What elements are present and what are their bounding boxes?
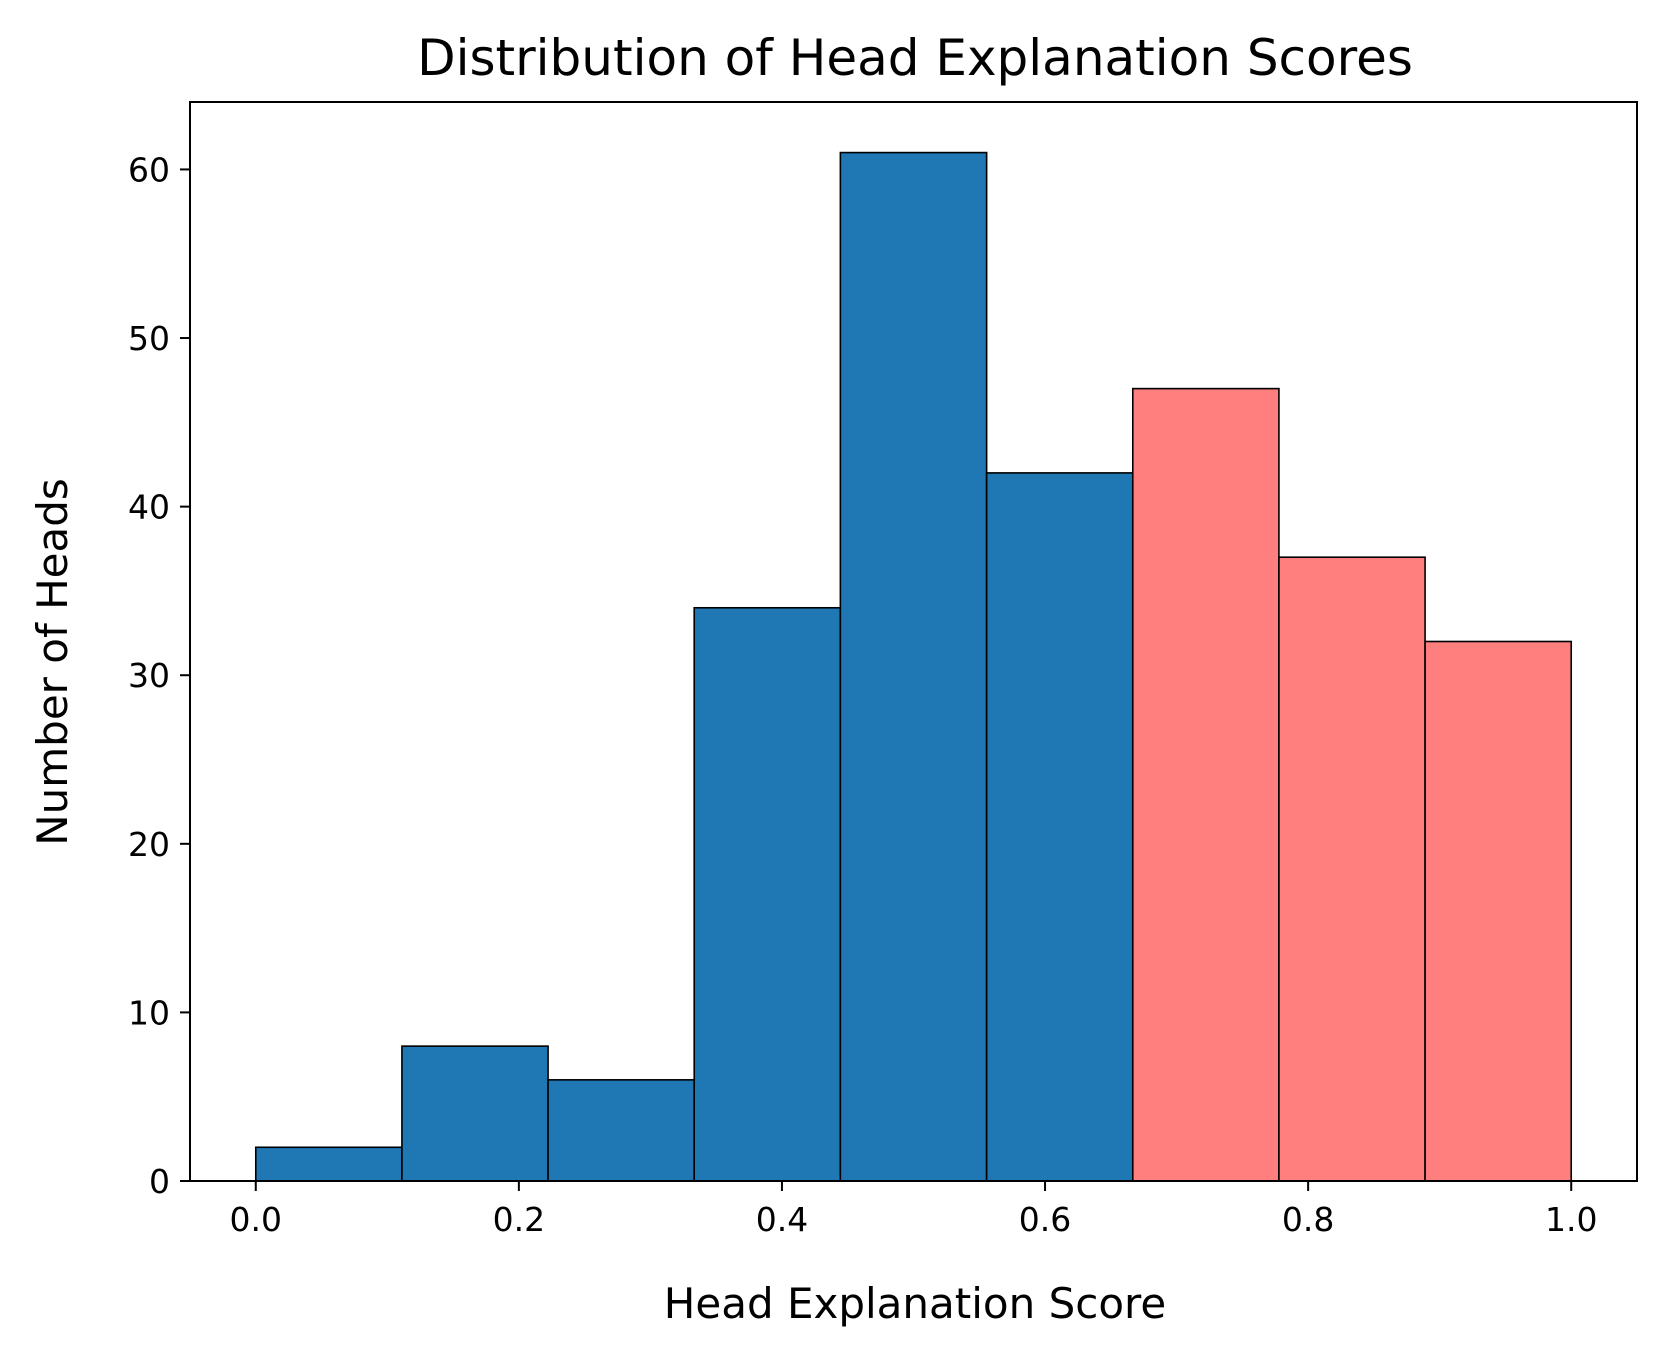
y-axis-label: Number of Heads <box>28 478 77 846</box>
histogram-bar-2 <box>401 1045 549 1182</box>
y-tick-label: 30 <box>128 656 170 695</box>
plot-area-frame <box>189 101 1638 1182</box>
x-tick-label: 0.8 <box>1282 1200 1334 1239</box>
histogram-bar-7 <box>1131 387 1280 1182</box>
x-tick-label: 0.4 <box>756 1200 808 1239</box>
y-tick-label: 0 <box>149 1162 170 1201</box>
chart-title: Distribution of Head Explanation Scores <box>417 29 1413 87</box>
histogram-bar-1 <box>254 1146 403 1182</box>
histogram-bar-6 <box>985 472 1134 1182</box>
y-tick-label: 10 <box>128 993 170 1032</box>
histogram-bars <box>254 151 1573 1182</box>
x-axis-label: Head Explanation Score <box>664 1279 1166 1328</box>
histogram-bar-3 <box>547 1079 696 1182</box>
y-tick-label: 50 <box>128 319 170 358</box>
histogram-bar-4 <box>693 606 842 1182</box>
y-tick-label: 60 <box>128 150 170 189</box>
y-tick-label: 40 <box>128 488 170 527</box>
x-tick-label: 1.0 <box>1545 1200 1597 1239</box>
x-tick-label: 0.6 <box>1019 1200 1071 1239</box>
y-tick-label: 20 <box>128 825 170 864</box>
x-axis-ticks: 0.0 0.2 0.4 0.6 0.8 1.0 <box>230 1181 1597 1239</box>
x-tick-label: 0.0 <box>230 1200 282 1239</box>
histogram-bar-8 <box>1278 556 1426 1182</box>
histogram-bar-5 <box>839 151 988 1182</box>
x-tick-label: 0.2 <box>493 1200 545 1239</box>
histogram-bar-9 <box>1424 640 1573 1182</box>
y-axis-ticks: 0 10 20 30 40 50 60 <box>128 150 190 1201</box>
